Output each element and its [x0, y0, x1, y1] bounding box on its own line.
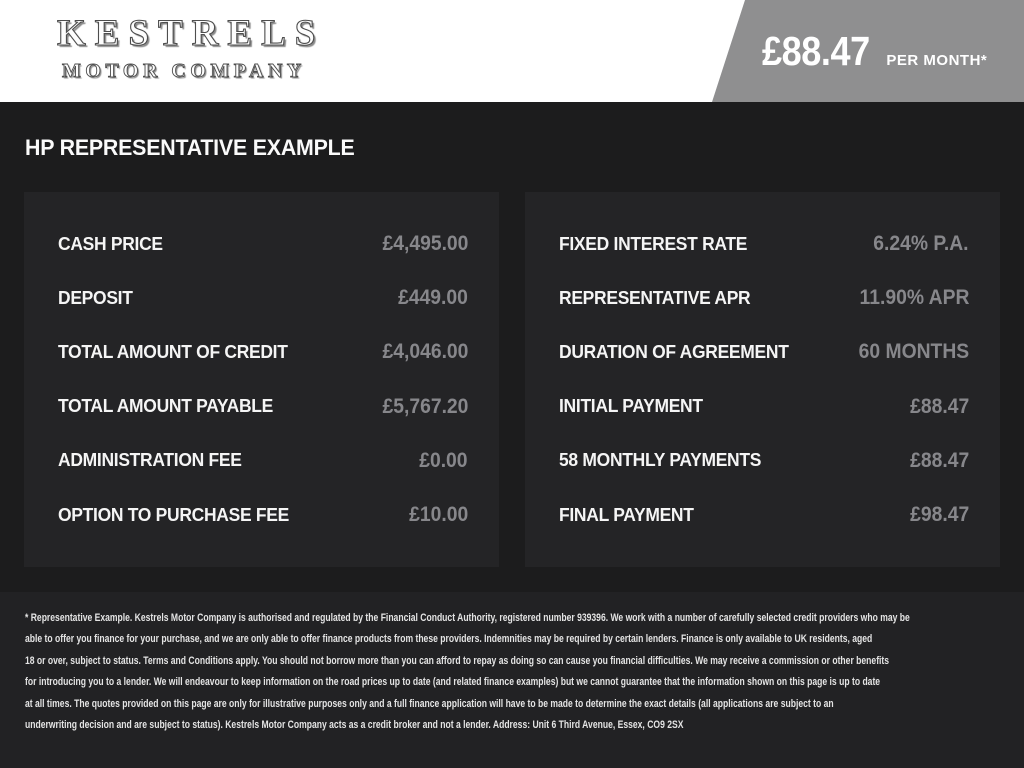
finance-row-value: £4,046.00	[382, 340, 468, 364]
finance-row-label: CASH PRICE	[58, 233, 163, 254]
finance-row-label: TOTAL AMOUNT OF CREDIT	[58, 341, 288, 362]
finance-row-label: DURATION OF AGREEMENT	[559, 341, 789, 362]
finance-row: CASH PRICE £4,495.00	[58, 217, 468, 271]
disclaimer-line: for introducing you to a lender. We will…	[25, 676, 881, 689]
finance-row-value: 60 MONTHS	[858, 340, 969, 364]
finance-row-value: £5,767.20	[382, 394, 468, 418]
finance-row-label: ADMINISTRATION FEE	[58, 450, 242, 471]
monthly-price-banner: £88.47 PER MONTH*	[712, 0, 1024, 102]
finance-row-value: £88.47	[909, 394, 969, 418]
finance-row: REPRESENTATIVE APR 11.90% APR	[559, 271, 969, 325]
finance-example-section: HP REPRESENTATIVE EXAMPLE CASH PRICE £4,…	[0, 102, 1024, 567]
finance-row: INITIAL PAYMENT £88.47	[559, 380, 969, 434]
finance-row: FINAL PAYMENT £98.47	[559, 488, 969, 542]
dealer-logo[interactable]: KESTRELS MOTOR COMPANY	[56, 12, 325, 83]
monthly-price-amount: £88.47	[762, 28, 870, 74]
disclaimer-line: able to offer you finance for your purch…	[25, 633, 873, 646]
finance-row-value: £0.00	[419, 448, 468, 472]
finance-row-label: REPRESENTATIVE APR	[559, 287, 751, 308]
finance-row-label: INITIAL PAYMENT	[559, 396, 703, 417]
finance-row-value: 6.24% P.A.	[873, 232, 969, 256]
finance-row: TOTAL AMOUNT OF CREDIT £4,046.00	[58, 325, 468, 379]
finance-row: OPTION TO PURCHASE FEE £10.00	[58, 488, 468, 542]
disclaimer-line: at all times. The quotes provided on thi…	[25, 697, 834, 710]
disclaimer-line: 18 or over, subject to status. Terms and…	[25, 654, 890, 667]
finance-row: ADMINISTRATION FEE £0.00	[58, 434, 468, 488]
finance-row-label: FINAL PAYMENT	[559, 504, 694, 525]
finance-row-label: DEPOSIT	[58, 287, 133, 308]
finance-row-value: £98.47	[909, 503, 969, 527]
finance-row: FIXED INTEREST RATE 6.24% P.A.	[559, 217, 969, 271]
finance-panels: CASH PRICE £4,495.00 DEPOSIT £449.00 TOT…	[24, 192, 1000, 567]
finance-row: DURATION OF AGREEMENT 60 MONTHS	[559, 325, 969, 379]
finance-row: DEPOSIT £449.00	[58, 271, 468, 325]
dealer-logo-name: KESTRELS	[56, 12, 325, 54]
page-header: KESTRELS MOTOR COMPANY £88.47 PER MONTH*	[0, 0, 1024, 102]
finance-panel-right: FIXED INTEREST RATE 6.24% P.A. REPRESENT…	[525, 192, 1000, 567]
disclaimer-footer: * Representative Example. Kestrels Motor…	[0, 592, 1024, 768]
monthly-price-suffix: PER MONTH*	[886, 52, 988, 69]
finance-row-value: £4,495.00	[382, 232, 468, 256]
finance-row-value: 11.90% APR	[859, 286, 969, 310]
finance-row: 58 MONTHLY PAYMENTS £88.47	[559, 434, 969, 488]
finance-panel-left: CASH PRICE £4,495.00 DEPOSIT £449.00 TOT…	[24, 192, 499, 567]
finance-row-label: 58 MONTHLY PAYMENTS	[559, 450, 762, 471]
page-title: HP REPRESENTATIVE EXAMPLE	[25, 135, 355, 160]
finance-row: TOTAL AMOUNT PAYABLE £5,767.20	[58, 380, 468, 434]
finance-row-label: FIXED INTEREST RATE	[559, 233, 748, 254]
finance-row-value: £88.47	[909, 448, 969, 472]
dealer-logo-subtitle: MOTOR COMPANY	[62, 60, 306, 83]
disclaimer-line: * Representative Example. Kestrels Motor…	[25, 612, 910, 624]
disclaimer-line: underwriting decision and are subject to…	[25, 719, 684, 732]
finance-row-label: TOTAL AMOUNT PAYABLE	[58, 396, 274, 417]
finance-row-label: OPTION TO PURCHASE FEE	[58, 504, 289, 525]
finance-row-value: £449.00	[398, 286, 468, 310]
finance-row-value: £10.00	[408, 503, 468, 527]
